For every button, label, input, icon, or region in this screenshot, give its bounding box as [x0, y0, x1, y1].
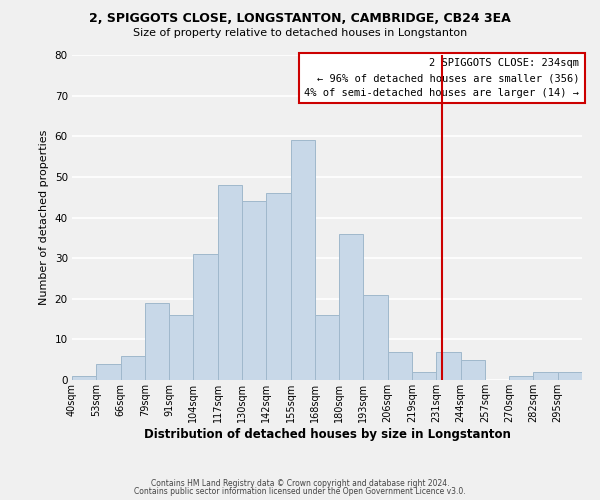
Bar [72, 376, 96, 380]
Bar [509, 376, 533, 380]
Bar [533, 372, 558, 380]
Text: Contains public sector information licensed under the Open Government Licence v3: Contains public sector information licen… [134, 487, 466, 496]
Text: 2 SPIGGOTS CLOSE: 234sqm
← 96% of detached houses are smaller (356)
4% of semi-d: 2 SPIGGOTS CLOSE: 234sqm ← 96% of detach… [304, 58, 580, 98]
Bar [436, 352, 461, 380]
Bar [339, 234, 364, 380]
Bar [558, 372, 582, 380]
Bar [412, 372, 436, 380]
Bar [388, 352, 412, 380]
Bar [145, 303, 169, 380]
Bar [290, 140, 315, 380]
Text: Size of property relative to detached houses in Longstanton: Size of property relative to detached ho… [133, 28, 467, 38]
Bar [242, 201, 266, 380]
Bar [461, 360, 485, 380]
Bar [315, 315, 339, 380]
Bar [169, 315, 193, 380]
Bar [218, 185, 242, 380]
Bar [266, 193, 290, 380]
Text: 2, SPIGGOTS CLOSE, LONGSTANTON, CAMBRIDGE, CB24 3EA: 2, SPIGGOTS CLOSE, LONGSTANTON, CAMBRIDG… [89, 12, 511, 26]
Bar [193, 254, 218, 380]
Bar [364, 294, 388, 380]
Y-axis label: Number of detached properties: Number of detached properties [39, 130, 49, 305]
Bar [96, 364, 121, 380]
Text: Contains HM Land Registry data © Crown copyright and database right 2024.: Contains HM Land Registry data © Crown c… [151, 478, 449, 488]
X-axis label: Distribution of detached houses by size in Longstanton: Distribution of detached houses by size … [143, 428, 511, 441]
Bar [121, 356, 145, 380]
